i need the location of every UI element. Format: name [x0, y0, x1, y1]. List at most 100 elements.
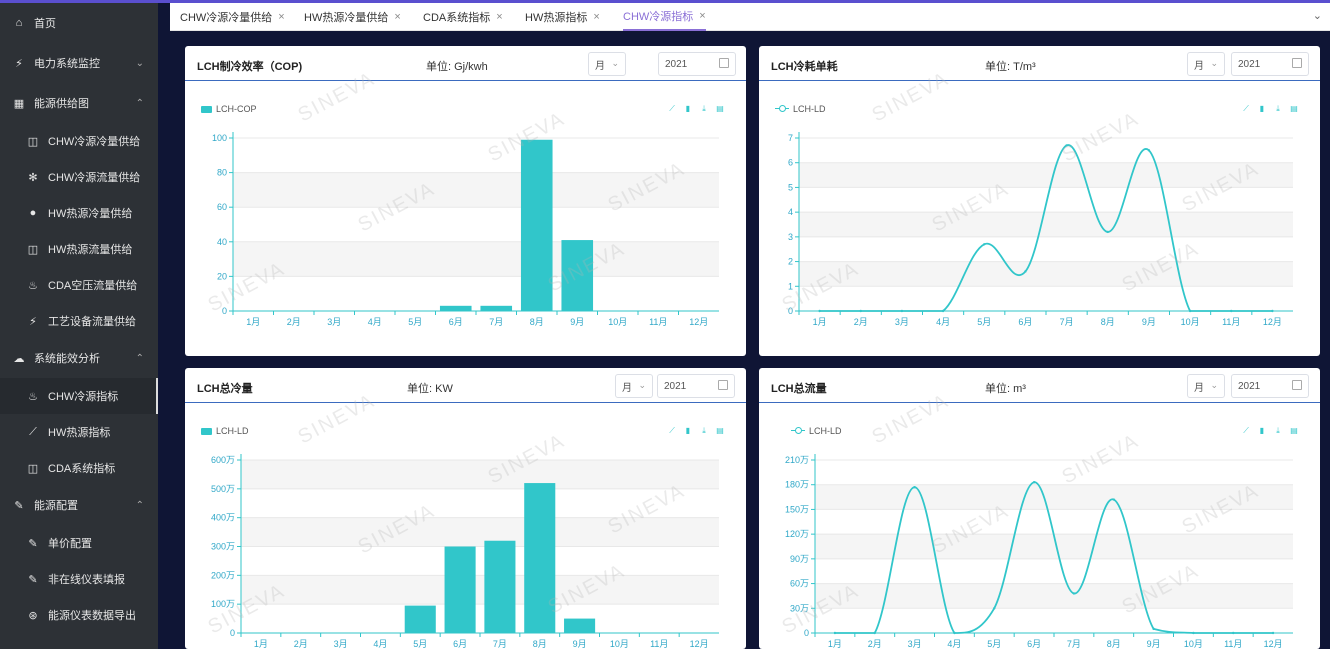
- close-icon[interactable]: ×: [496, 11, 503, 23]
- period-select[interactable]: 月 ⌄: [615, 374, 653, 398]
- sidebar-item-0[interactable]: ⌂ 首页: [0, 5, 158, 41]
- chart-legend[interactable]: LCH-LD: [201, 426, 249, 436]
- close-icon[interactable]: ×: [593, 11, 600, 23]
- sidebar-item-5[interactable]: ● HW热源冷量供给: [0, 195, 158, 231]
- lightning-icon: ⚡: [15, 57, 23, 70]
- y-tick-label: 0: [804, 628, 809, 638]
- monitor-icon: ◫: [27, 243, 39, 256]
- tab-label: CHW冷源冷量供给: [180, 12, 273, 24]
- close-icon[interactable]: ×: [699, 10, 706, 22]
- chart-svg: 0 1 2 3 4 5 6 7 1月 2月 3月 4月 5月 6月 7月 8月 9月 10月 11月 12月: [788, 132, 1293, 327]
- calendar-icon: [1292, 380, 1302, 390]
- sidebar-item-6[interactable]: ◫ HW热源流量供给: [0, 231, 158, 267]
- sidebar-item-label: HW热源冷量供给: [48, 208, 133, 220]
- x-tick-label: 2月: [854, 317, 868, 327]
- lightning-icon: ⚡: [29, 315, 37, 328]
- bar-icon[interactable]: ▮: [685, 426, 691, 435]
- sidebar-item-15[interactable]: ✎ 非在线仪表填报: [0, 561, 158, 597]
- sidebar-item-label: CDA空压流量供给: [48, 280, 138, 292]
- sidebar-item-label: 系统能效分析: [34, 353, 100, 365]
- line-icon[interactable]: ⟋: [1243, 104, 1249, 113]
- year-picker[interactable]: 2021: [1231, 374, 1309, 398]
- period-select-value: 月: [1194, 382, 1204, 394]
- chevron-up-icon[interactable]: ⌃: [135, 499, 144, 511]
- line-icon[interactable]: ⟋: [669, 426, 675, 435]
- sidebar-item-7[interactable]: ♨ CDA空压流量供给: [0, 267, 158, 303]
- sidebar-item-14[interactable]: ✎ 单价配置: [0, 525, 158, 561]
- line-icon[interactable]: ⟋: [1243, 426, 1249, 435]
- data-view-icon[interactable]: ▤: [716, 426, 724, 435]
- sidebar-item-9[interactable]: ☁ 系统能效分析 ⌃: [0, 340, 158, 376]
- sidebar-item-4[interactable]: ✻ CHW冷源流量供给: [0, 159, 158, 195]
- download-icon[interactable]: ⤓: [702, 426, 706, 435]
- sidebar-item-13[interactable]: ✎ 能源配置 ⌃: [0, 487, 158, 523]
- year-picker[interactable]: 2021: [658, 52, 736, 76]
- tab-label: CDA系统指标: [423, 12, 491, 24]
- data-view-icon[interactable]: ▤: [716, 104, 724, 113]
- y-tick-label: 120万: [785, 529, 809, 539]
- calendar-icon: [718, 380, 728, 390]
- y-tick-label: 600万: [211, 455, 235, 465]
- chart-point: [859, 309, 862, 313]
- chevron-up-icon[interactable]: ⌃: [135, 97, 144, 109]
- tab-chw-indicators[interactable]: CHW冷源指标 ×: [623, 3, 706, 31]
- chart-svg: 0 30万 60万 90万 120万 150万 180万 210万 1月 2月 3月 4月 5月 6月 7月…: [785, 454, 1293, 649]
- tab-chw-cold-supply[interactable]: CHW冷源冷量供给 ×: [180, 3, 285, 31]
- legend-label: LCH-COP: [216, 104, 257, 114]
- tab-label: HW热源指标: [525, 12, 588, 24]
- period-select[interactable]: 月 ⌄: [1187, 374, 1225, 398]
- grid-band: [241, 517, 719, 547]
- chart-point: [1230, 309, 1233, 313]
- flame-icon: ♨: [28, 279, 38, 292]
- legend-marker: [791, 427, 805, 435]
- chart-bar: [444, 546, 476, 633]
- close-icon[interactable]: ×: [278, 11, 285, 23]
- x-tick-label: 1月: [246, 317, 260, 327]
- download-icon[interactable]: ⤓: [1276, 426, 1280, 435]
- chart-point: [900, 309, 904, 313]
- period-select[interactable]: 月 ⌄: [1187, 52, 1225, 76]
- close-icon[interactable]: ×: [394, 11, 401, 23]
- x-tick-label: 1月: [828, 639, 842, 649]
- chevron-down-icon[interactable]: ⌄: [1312, 10, 1322, 22]
- bar-icon[interactable]: ▮: [1259, 426, 1265, 435]
- top-accent-line: [0, 0, 1330, 3]
- download-icon[interactable]: ⤓: [702, 104, 706, 113]
- y-tick-label: 5: [788, 182, 793, 192]
- year-picker[interactable]: 2021: [1231, 52, 1309, 76]
- period-select[interactable]: 月 ⌄: [588, 52, 626, 76]
- data-view-icon[interactable]: ▤: [1290, 104, 1298, 113]
- line-icon[interactable]: ⟋: [669, 104, 675, 113]
- sidebar-item-16[interactable]: ⊛ 能源仪表数据导出: [0, 597, 158, 633]
- chart-legend[interactable]: LCH-COP: [201, 104, 257, 114]
- chevron-up-icon[interactable]: ⌃: [135, 352, 144, 364]
- x-tick-label: 5月: [977, 317, 991, 327]
- sidebar-item-8[interactable]: ⚡ 工艺设备流量供给: [0, 303, 158, 339]
- y-tick-label: 180万: [785, 480, 809, 490]
- bar-icon[interactable]: ▮: [1259, 104, 1265, 113]
- sidebar-item-label: CHW冷源冷量供给: [48, 136, 141, 148]
- sidebar-item-3[interactable]: ◫ CHW冷源冷量供给: [0, 123, 158, 159]
- tab-hw-heat-supply[interactable]: HW热源冷量供给 ×: [304, 3, 401, 31]
- year-picker[interactable]: 2021: [657, 374, 735, 398]
- sidebar-item-2[interactable]: ▦ 能源供给图 ⌃: [0, 85, 158, 121]
- sidebar-item-12[interactable]: ◫ CDA系统指标: [0, 450, 158, 486]
- chart-legend[interactable]: LCH-LD: [775, 104, 826, 114]
- download-icon[interactable]: ⤓: [1276, 104, 1280, 113]
- grid-band: [799, 162, 1293, 188]
- tab-cda-indicators[interactable]: CDA系统指标 ×: [423, 3, 503, 31]
- tab-hw-indicators[interactable]: HW热源指标 ×: [525, 3, 600, 31]
- x-tick-label: 11月: [650, 639, 668, 649]
- sidebar-item-10[interactable]: ♨ CHW冷源指标: [0, 378, 158, 414]
- year-value: 2021: [664, 380, 687, 392]
- sidebar-item-11[interactable]: ⟋ HW热源指标: [0, 414, 158, 450]
- data-view-icon[interactable]: ▤: [1290, 426, 1298, 435]
- y-tick-label: 4: [788, 207, 793, 217]
- y-tick-label: 300万: [211, 542, 235, 552]
- x-tick-label: 11月: [649, 317, 667, 327]
- chart-legend[interactable]: LCH-LD: [791, 426, 842, 436]
- x-tick-label: 6月: [1027, 639, 1041, 649]
- sidebar-item-1[interactable]: ⚡ 电力系统监控 ⌄: [0, 45, 158, 81]
- bar-icon[interactable]: ▮: [685, 104, 691, 113]
- chevron-down-icon[interactable]: ⌄: [135, 57, 144, 69]
